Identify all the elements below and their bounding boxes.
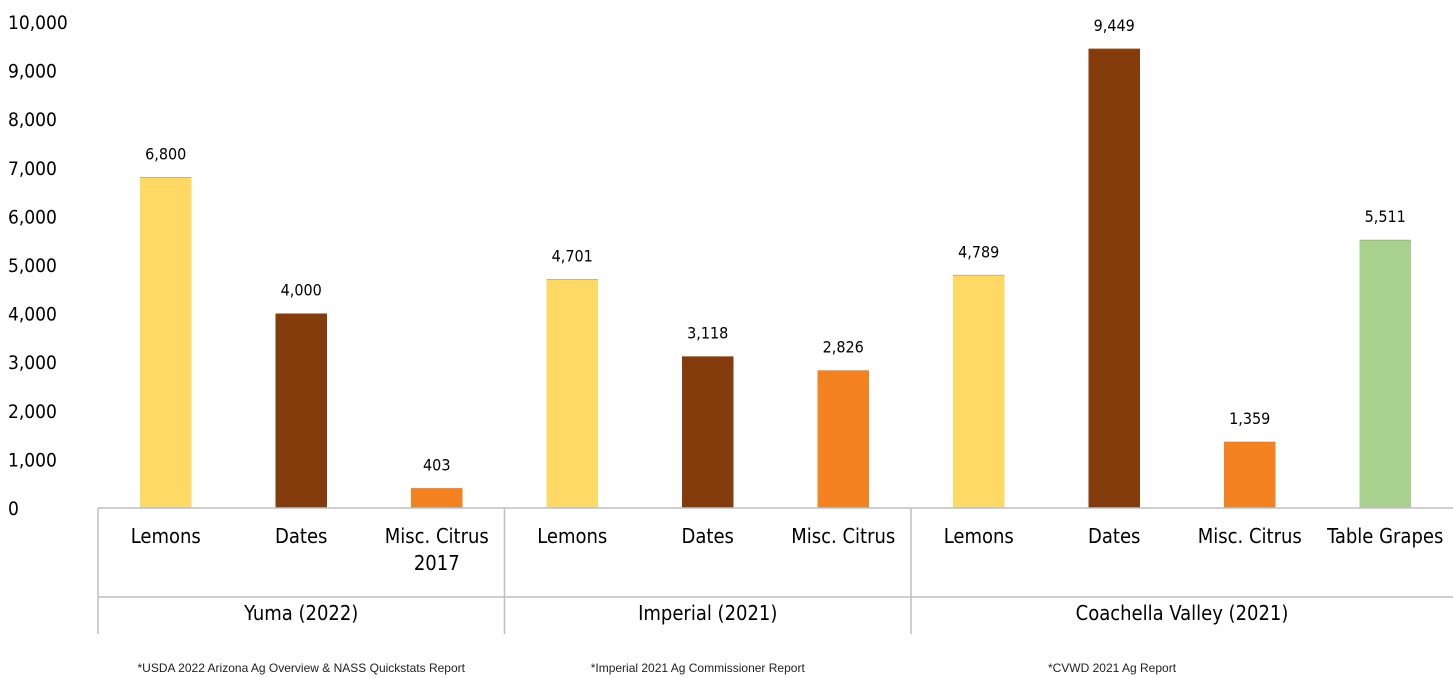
x-axis bbox=[97, 507, 1453, 634]
data-label: 2,826 bbox=[823, 338, 864, 357]
y-tick-label: 9,000 bbox=[8, 61, 57, 83]
category-label: Dates bbox=[275, 524, 327, 548]
y-tick-label: 2,000 bbox=[8, 401, 57, 423]
group-label: Yuma (2022) bbox=[243, 601, 358, 625]
bar bbox=[1088, 48, 1140, 509]
category-labels: Lemons Dates Misc. Citrus 2017 Lemons Dates Mi… bbox=[131, 524, 1444, 575]
y-tick-label: 0 bbox=[8, 498, 19, 520]
bar bbox=[140, 177, 192, 508]
data-label: 5,511 bbox=[1365, 207, 1406, 226]
y-tick-label: 7,000 bbox=[8, 158, 57, 180]
category-label: Lemons bbox=[537, 524, 607, 548]
bars bbox=[140, 48, 1411, 509]
data-label: 1,359 bbox=[1229, 409, 1270, 428]
data-label: 9,449 bbox=[1094, 16, 1135, 35]
y-axis-tick-labels: 0 1,000 2,000 3,000 4,000 5,000 6,000 7,000 8,00… bbox=[8, 12, 68, 520]
bar bbox=[411, 488, 463, 508]
data-label: 6,800 bbox=[145, 145, 186, 164]
bar bbox=[1359, 240, 1411, 508]
data-label: 3,118 bbox=[687, 323, 728, 342]
bar bbox=[953, 275, 1005, 508]
bar bbox=[817, 370, 869, 508]
data-label: 4,701 bbox=[552, 247, 593, 266]
bar bbox=[682, 356, 734, 508]
y-tick-label: 5,000 bbox=[8, 255, 57, 277]
category-label: Table Grapes bbox=[1326, 524, 1443, 548]
bar bbox=[1224, 441, 1276, 508]
data-label: 403 bbox=[423, 455, 450, 474]
category-label: Misc. Citrus bbox=[1198, 524, 1302, 548]
data-label: 4,000 bbox=[281, 281, 322, 300]
source-note: *Imperial 2021 Ag Commissioner Report bbox=[591, 661, 806, 675]
y-tick-label: 3,000 bbox=[8, 352, 57, 374]
bar bbox=[546, 279, 598, 508]
category-label: Lemons bbox=[944, 524, 1014, 548]
group-labels: Yuma (2022) Imperial (2021) Coachella Vall… bbox=[243, 601, 1288, 625]
y-tick-label: 1,000 bbox=[8, 449, 57, 471]
group-label: Coachella Valley (2021) bbox=[1076, 601, 1289, 625]
category-label: Dates bbox=[1088, 524, 1140, 548]
source-note: *CVWD 2021 Ag Report bbox=[1048, 661, 1177, 675]
source-notes: *USDA 2022 Arizona Ag Overview & NASS Qu… bbox=[138, 661, 1177, 675]
category-label: Misc. Citrus 2017 bbox=[385, 524, 489, 575]
y-tick-label: 10,000 bbox=[8, 12, 68, 34]
group-label: Imperial (2021) bbox=[638, 601, 777, 625]
y-tick-label: 6,000 bbox=[8, 206, 57, 228]
data-labels: 6,800 4,000 403 4,701 3,118 2,826 4,789 9,449 1,… bbox=[145, 16, 1406, 475]
category-label: Misc. Citrus bbox=[791, 524, 895, 548]
y-tick-label: 8,000 bbox=[8, 109, 57, 131]
category-label: Dates bbox=[682, 524, 734, 548]
bar bbox=[275, 313, 327, 508]
source-note: *USDA 2022 Arizona Ag Overview & NASS Qu… bbox=[138, 661, 466, 675]
category-label: Lemons bbox=[131, 524, 201, 548]
data-label: 4,789 bbox=[958, 242, 999, 261]
y-tick-label: 4,000 bbox=[8, 304, 57, 326]
